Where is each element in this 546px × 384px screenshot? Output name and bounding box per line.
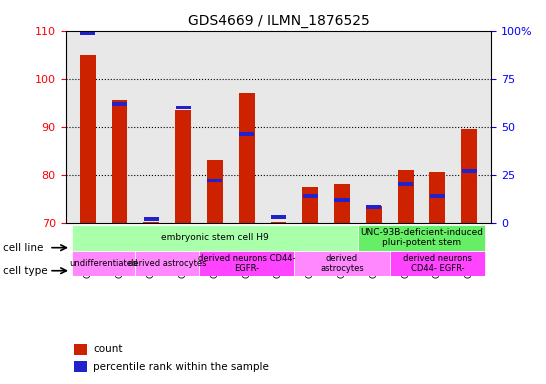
Bar — [366, 206, 382, 223]
Text: derived astrocytes: derived astrocytes — [128, 259, 206, 268]
Bar — [112, 102, 127, 106]
Bar — [144, 217, 159, 221]
FancyBboxPatch shape — [72, 251, 135, 276]
Bar — [80, 55, 96, 223]
Bar — [302, 194, 318, 198]
Text: cell line: cell line — [3, 243, 43, 253]
Text: embryonic stem cell H9: embryonic stem cell H9 — [161, 233, 269, 242]
Bar — [239, 132, 254, 136]
Bar — [335, 198, 349, 202]
Bar — [80, 31, 96, 35]
Text: derived neurons CD44-
EGFR-: derived neurons CD44- EGFR- — [198, 254, 295, 273]
Bar — [430, 194, 445, 198]
Bar — [176, 106, 191, 109]
Bar — [461, 129, 477, 223]
Text: cell type: cell type — [3, 266, 48, 276]
FancyBboxPatch shape — [358, 225, 485, 251]
Text: count: count — [93, 344, 123, 354]
FancyBboxPatch shape — [390, 251, 485, 276]
Bar — [271, 215, 286, 219]
Bar — [334, 184, 350, 223]
Bar — [175, 110, 191, 223]
Text: derived neurons
CD44- EGFR-: derived neurons CD44- EGFR- — [403, 254, 472, 273]
Title: GDS4669 / ILMN_1876525: GDS4669 / ILMN_1876525 — [188, 14, 369, 28]
Bar — [429, 172, 446, 223]
Text: undifferentiated: undifferentiated — [69, 259, 138, 268]
Bar — [397, 170, 413, 223]
Bar — [366, 205, 381, 209]
FancyBboxPatch shape — [72, 225, 358, 251]
Bar — [398, 182, 413, 186]
Text: percentile rank within the sample: percentile rank within the sample — [93, 362, 269, 372]
Bar — [270, 222, 287, 223]
Bar — [302, 187, 318, 223]
Bar — [144, 222, 159, 223]
FancyBboxPatch shape — [199, 251, 294, 276]
Bar — [111, 100, 128, 223]
Bar — [74, 361, 87, 372]
Bar — [239, 93, 254, 223]
Bar — [74, 344, 87, 355]
Text: UNC-93B-deficient-induced
pluri­potent stem: UNC-93B-deficient-induced pluri­potent s… — [360, 228, 483, 247]
Bar — [207, 160, 223, 223]
FancyBboxPatch shape — [294, 251, 390, 276]
Bar — [207, 179, 222, 182]
Text: derived
astrocytes: derived astrocytes — [320, 254, 364, 273]
Bar — [461, 169, 477, 173]
FancyBboxPatch shape — [135, 251, 199, 276]
